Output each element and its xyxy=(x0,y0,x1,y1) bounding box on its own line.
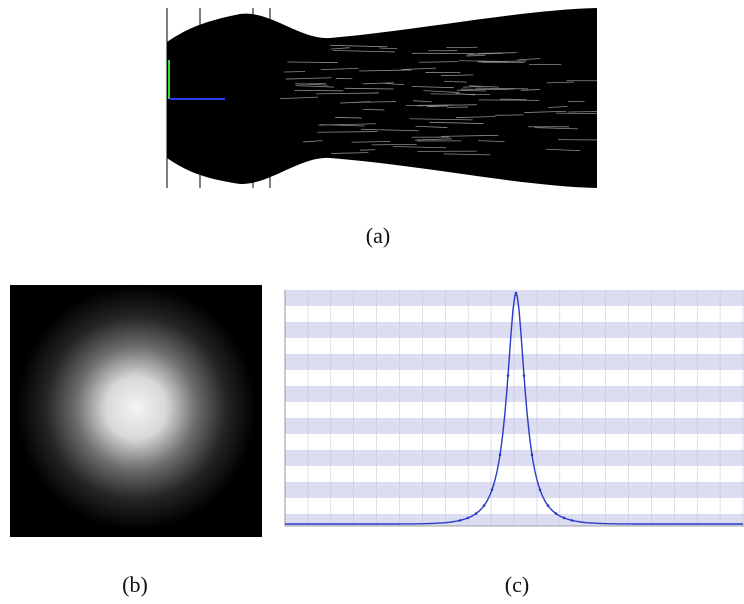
ray-streak xyxy=(418,61,458,63)
curve-point xyxy=(490,488,494,492)
ray-streak xyxy=(344,87,394,90)
ray-streak xyxy=(429,121,484,124)
ray-streak xyxy=(455,116,496,119)
curve-point xyxy=(506,374,510,377)
ray-streak xyxy=(362,108,385,111)
ray-streak xyxy=(320,124,365,127)
ray-streak xyxy=(430,93,490,95)
spot-image xyxy=(10,285,262,537)
curve-point xyxy=(554,512,558,515)
ray-streak xyxy=(330,44,388,48)
ray-streak xyxy=(280,96,318,99)
ray-streak xyxy=(478,99,539,101)
curve-point xyxy=(482,504,486,507)
ray-streak xyxy=(467,52,503,55)
ray-streak xyxy=(316,92,380,95)
intensity-profile xyxy=(268,285,744,537)
curve-point xyxy=(538,488,542,492)
ray-streak xyxy=(385,83,405,86)
ray-streak xyxy=(416,104,477,107)
ray-streak xyxy=(548,106,568,108)
curve-point xyxy=(514,291,518,295)
ray-streak xyxy=(438,90,460,93)
ray-streak xyxy=(414,138,453,141)
ray-streak xyxy=(285,77,332,80)
ray-streak xyxy=(534,127,579,130)
ray-streak xyxy=(427,105,448,108)
ray-streak xyxy=(546,81,574,84)
ray-streak xyxy=(317,131,378,133)
ray-streak xyxy=(546,148,581,152)
ray-streak xyxy=(441,134,499,137)
ray-streak xyxy=(475,87,529,90)
ray-streak xyxy=(415,125,448,128)
ray-streak xyxy=(409,118,473,121)
curve-point xyxy=(498,453,502,457)
ray-streak xyxy=(287,61,338,63)
ray-streak xyxy=(330,47,350,50)
ray-streak xyxy=(517,58,541,61)
ray-streak xyxy=(411,86,454,89)
ray-trace xyxy=(166,8,611,188)
panel-label: (a) xyxy=(366,223,390,248)
ray-streak xyxy=(458,60,508,62)
ray-streak xyxy=(465,54,486,57)
ray-streak xyxy=(477,52,518,54)
ray-streak xyxy=(556,112,611,115)
ray-streak xyxy=(441,74,474,77)
ray-streak xyxy=(423,90,439,92)
curve-point xyxy=(474,512,478,515)
ray-streak xyxy=(520,89,541,91)
ray-streak xyxy=(478,140,505,143)
curve-point xyxy=(458,519,462,522)
ray-streak xyxy=(351,141,391,143)
panel-label: (b) xyxy=(122,572,148,597)
curve-point xyxy=(466,516,470,520)
ray-streak xyxy=(524,110,567,113)
ray-streak xyxy=(379,47,398,50)
curve-point xyxy=(570,519,574,522)
ray-streak xyxy=(393,146,447,149)
ray-streak xyxy=(295,83,328,86)
ray-streak xyxy=(362,82,394,85)
ray-streak xyxy=(456,89,487,92)
ray-streak xyxy=(331,152,369,154)
panel-label: (c) xyxy=(505,572,529,597)
ray-streak xyxy=(444,80,467,83)
ray-streak xyxy=(352,101,397,103)
ray-streak xyxy=(469,85,500,88)
curve-point xyxy=(522,374,526,377)
ray-streak xyxy=(443,153,491,156)
ray-streak xyxy=(320,67,359,71)
ray-streak xyxy=(295,85,334,88)
ray-streak xyxy=(303,140,323,143)
ray-streak xyxy=(284,71,306,73)
ray-streak xyxy=(401,67,436,70)
curve-point xyxy=(530,453,534,457)
ray-streak xyxy=(361,128,420,132)
ray-streak xyxy=(359,69,412,72)
curve-point xyxy=(546,504,550,507)
ray-streak xyxy=(412,100,432,103)
curve-point xyxy=(562,516,566,520)
ray-streak xyxy=(335,116,362,119)
ray-streak xyxy=(332,50,395,53)
